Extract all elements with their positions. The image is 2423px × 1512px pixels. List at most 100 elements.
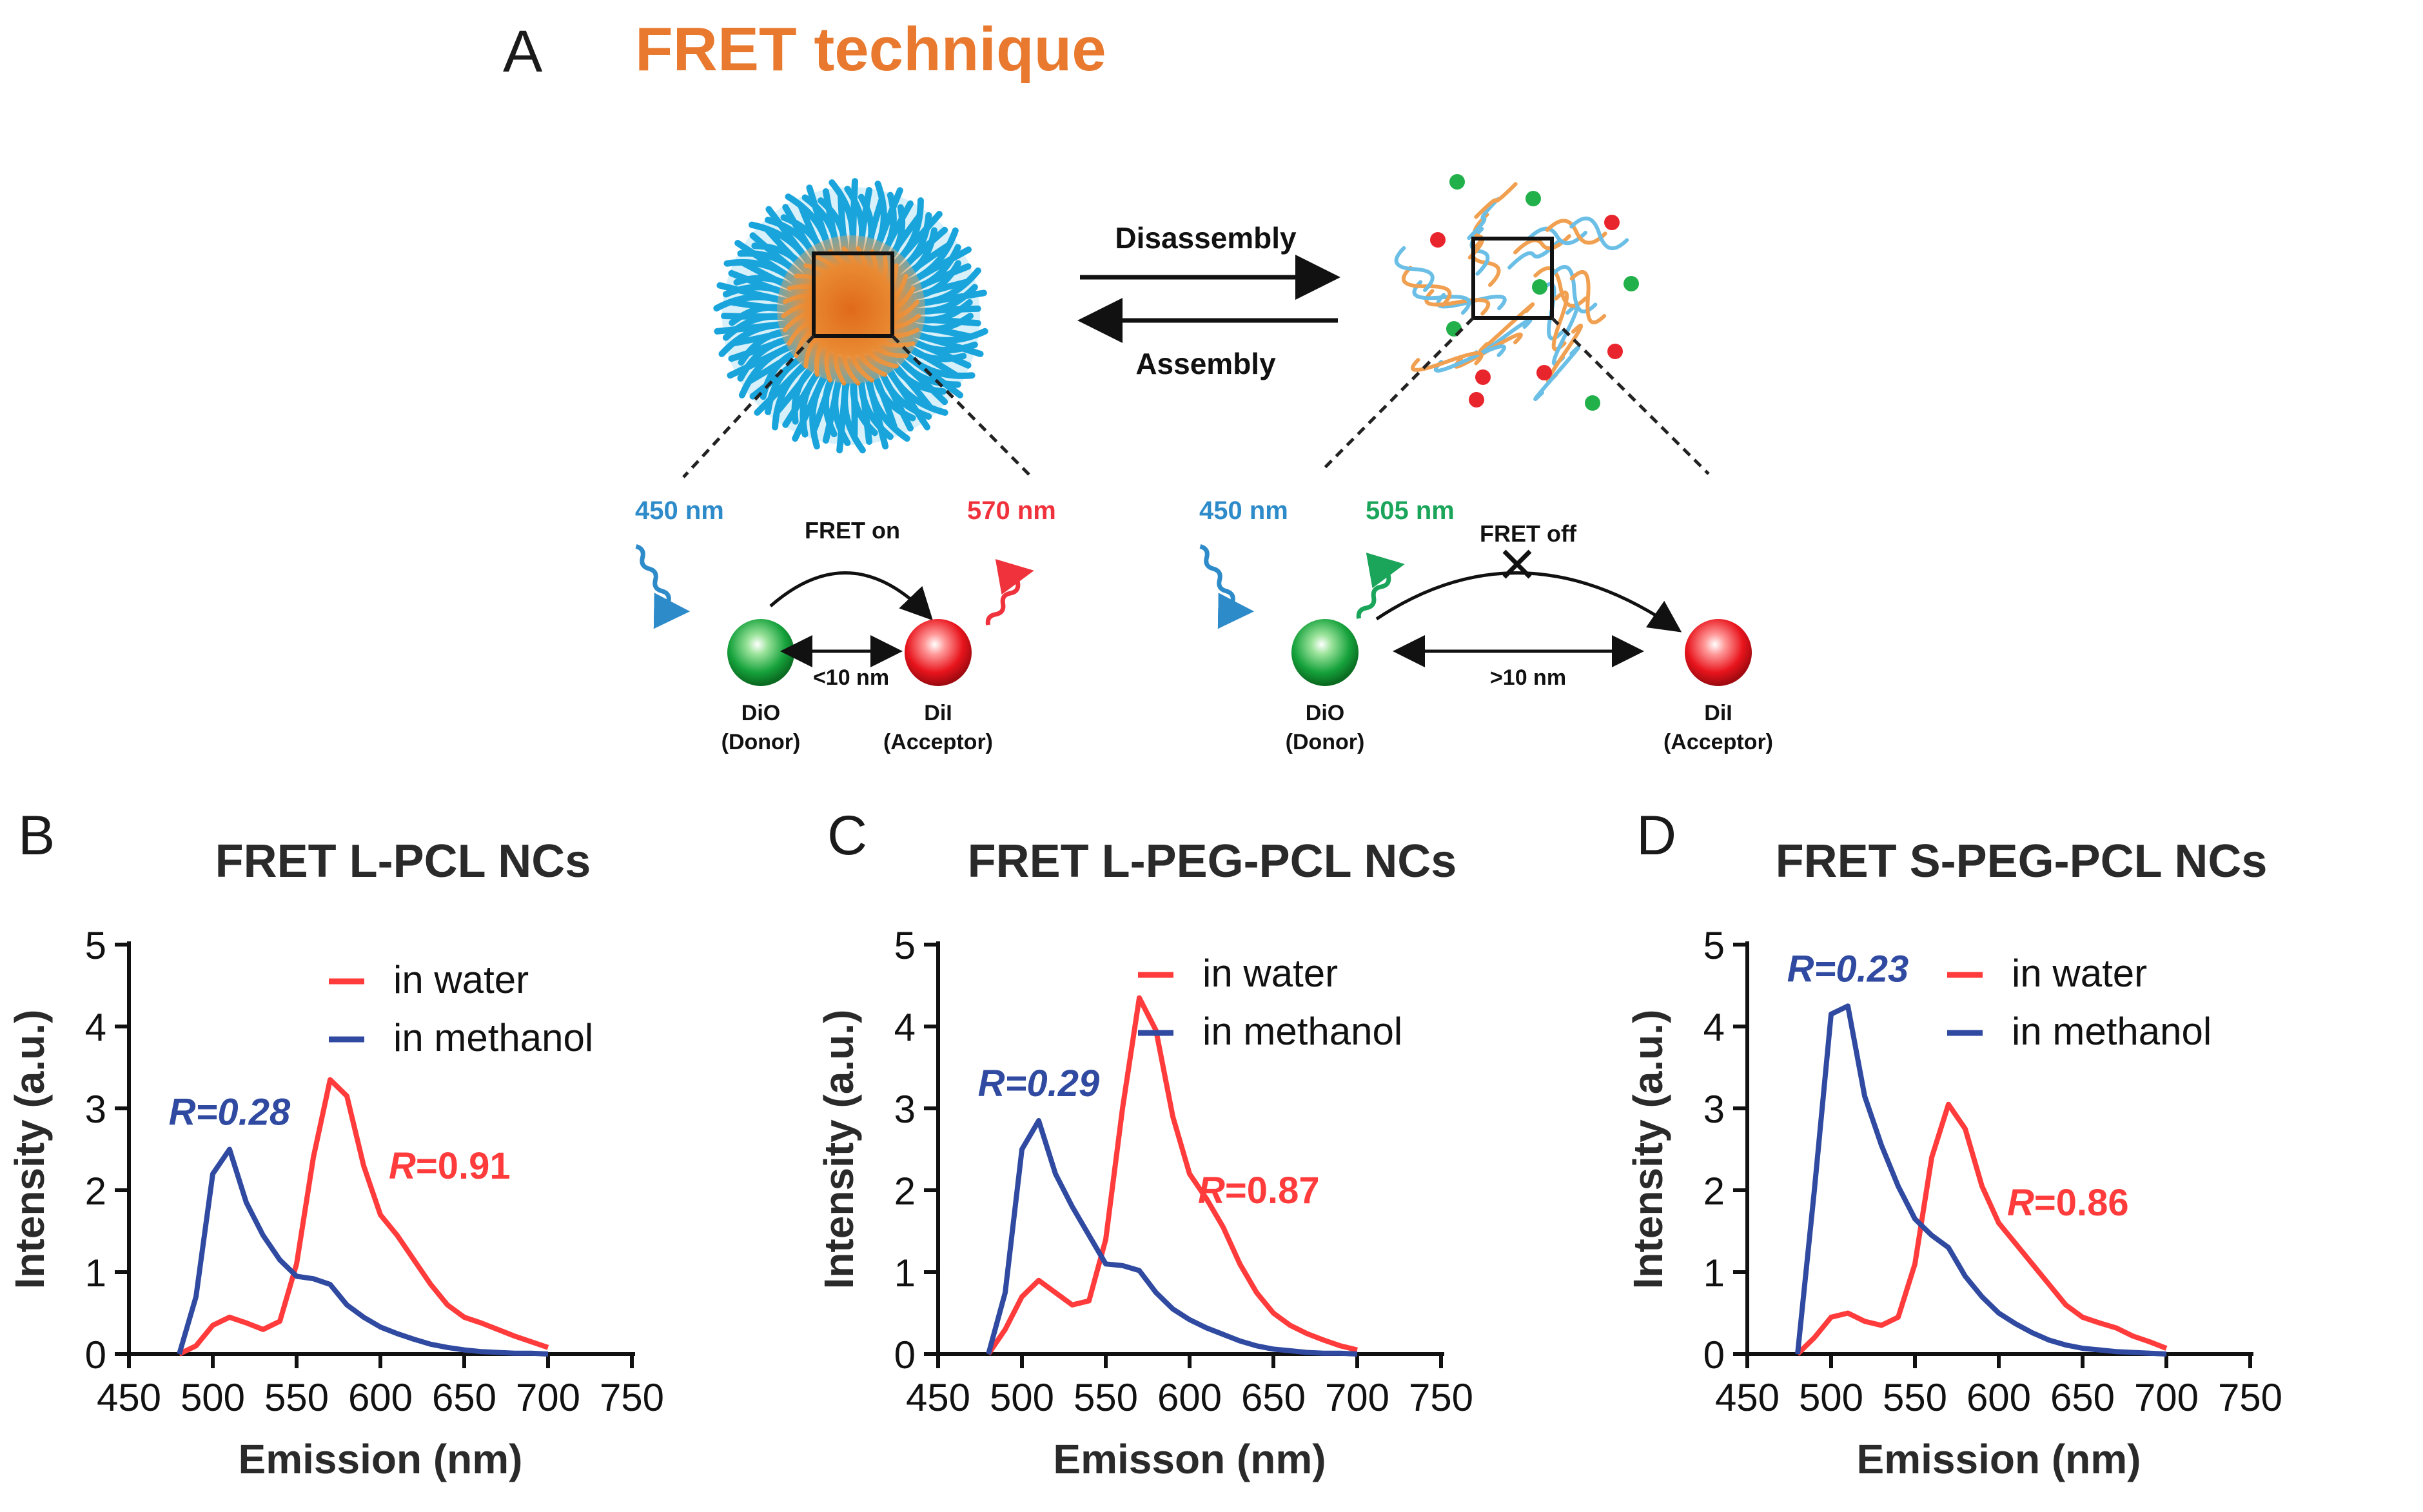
- methanol-ratio-label: R=0.28: [169, 1092, 291, 1134]
- zoom-box-right: [1471, 237, 1554, 320]
- y-tick-label: 2: [85, 1170, 106, 1213]
- panel-letter: C: [827, 805, 867, 867]
- series-line-methanol: [1795, 1003, 2167, 1357]
- x-tick-label: 600: [1967, 1376, 2031, 1419]
- x-tick-label: 450: [1715, 1376, 1780, 1419]
- left-donor-role: (Donor): [721, 730, 801, 754]
- y-tick-label: 0: [894, 1333, 916, 1377]
- y-axis-label: Intensity (a.u.): [816, 1010, 862, 1290]
- zoom-box-left: [812, 251, 894, 338]
- x-tick-label: 550: [1883, 1376, 1947, 1419]
- x-tick-label: 700: [516, 1376, 580, 1419]
- chart-title: FRET L-PEG-PCL NCs: [968, 836, 1457, 887]
- zoom-line: [891, 335, 1033, 478]
- right-acceptor-role: (Acceptor): [1663, 730, 1773, 754]
- water-ratio-label: R=0.87: [1198, 1170, 1320, 1212]
- left-excitation-wave: [635, 544, 691, 629]
- x-tick-label: 600: [1157, 1376, 1222, 1419]
- left-excitation-label: 450 nm: [635, 496, 724, 525]
- water-ratio-label: R=0.91: [389, 1145, 511, 1187]
- x-tick-label: 650: [1241, 1376, 1306, 1419]
- methanol-ratio-label: R=0.23: [1787, 948, 1909, 990]
- acceptor-sphere: [1685, 619, 1752, 686]
- zoom-line: [1320, 317, 1475, 472]
- legend-label: in methanol: [393, 1016, 593, 1059]
- water-ratio-label: R=0.86: [2007, 1182, 2129, 1224]
- fret-on-arrow: [769, 571, 933, 621]
- fret-blocked-x-icon: [1502, 549, 1532, 579]
- left-emission-label: 570 nm: [967, 496, 1056, 525]
- left-emission-wave: [985, 559, 1034, 625]
- fret-off-label: FRET off: [1480, 520, 1577, 547]
- y-axis-label: Intensity (a.u.): [1625, 1010, 1671, 1290]
- y-tick-label: 4: [1703, 1006, 1725, 1049]
- right-excitation-wave: [1199, 544, 1255, 629]
- x-tick-label: 750: [600, 1376, 664, 1419]
- x-tick-label: 500: [990, 1376, 1054, 1419]
- left-acceptor-role: (Acceptor): [883, 730, 993, 754]
- right-donor-role: (Donor): [1286, 730, 1365, 754]
- y-tick-label: 0: [85, 1333, 106, 1377]
- methanol-ratio-label: R=0.29: [978, 1063, 1100, 1105]
- series-line-water: [1796, 1101, 2168, 1356]
- chart-title: FRET L-PCL NCs: [215, 836, 591, 887]
- assembled-nanocarrier-image: [713, 178, 988, 454]
- chart-panel-d: D FRET S-PEG-PCL NCs 0 1 2 3 4 5 450 500 550 600 650…: [1625, 805, 2282, 1482]
- right-emission-wave: [1356, 553, 1405, 619]
- left-acceptor-name: DiI: [924, 701, 952, 725]
- x-tick-label: 650: [2050, 1376, 2115, 1419]
- right-acceptor-name: DiI: [1704, 701, 1732, 725]
- zoom-line: [682, 335, 815, 478]
- left-donor-name: DiO: [741, 701, 780, 725]
- x-tick-label: 550: [264, 1376, 329, 1419]
- donor-sphere: [727, 619, 794, 686]
- x-axis-label: Emisson (nm): [1053, 1436, 1326, 1482]
- chart-title: FRET S-PEG-PCL NCs: [1776, 836, 2268, 887]
- panel-letter: D: [1636, 805, 1676, 867]
- y-tick-label: 3: [894, 1088, 916, 1131]
- panel-letter: B: [18, 805, 55, 867]
- series-line-water: [986, 995, 1358, 1356]
- panel-a-letter: A: [503, 19, 543, 84]
- disassembly-label: Disassembly: [1115, 221, 1297, 255]
- y-tick-label: 1: [894, 1252, 916, 1295]
- series-line-methanol: [177, 1146, 549, 1357]
- series-line-water: [178, 1077, 549, 1357]
- x-tick-label: 650: [432, 1376, 496, 1419]
- y-tick-label: 1: [85, 1252, 106, 1295]
- y-tick-label: 2: [894, 1170, 916, 1213]
- right-excitation-label: 450 nm: [1199, 496, 1288, 525]
- y-tick-label: 5: [894, 924, 916, 967]
- x-tick-label: 450: [906, 1376, 970, 1419]
- x-axis-label: Emission (nm): [1857, 1436, 2141, 1482]
- y-tick-label: 0: [1703, 1333, 1725, 1377]
- y-tick-label: 2: [1703, 1170, 1725, 1213]
- zoom-line: [1551, 317, 1710, 475]
- y-tick-label: 5: [1703, 924, 1725, 967]
- y-tick-label: 4: [894, 1006, 916, 1049]
- donor-sphere: [1291, 619, 1359, 686]
- legend-label: in water: [2012, 952, 2147, 995]
- x-tick-label: 750: [2218, 1376, 2282, 1419]
- chart-panel-c: C FRET L-PEG-PCL NCs 0 1 2 3 4 5 450 500 550 600 650…: [816, 805, 1473, 1482]
- y-tick-label: 3: [1703, 1088, 1725, 1131]
- panel-a-title: FRET technique: [635, 15, 1106, 84]
- legend-label: in water: [1202, 952, 1338, 995]
- series-line-methanol: [986, 1118, 1358, 1357]
- fret-schematic: Disassembly Assembly 450 nm 570 nm FRET …: [635, 174, 1773, 754]
- left-distance-label: <10 nm: [813, 665, 889, 690]
- x-tick-label: 550: [1074, 1376, 1138, 1419]
- right-donor-name: DiO: [1306, 701, 1344, 725]
- y-tick-label: 3: [85, 1088, 106, 1131]
- fret-off-arrow: [1375, 571, 1682, 633]
- y-tick-label: 4: [85, 1006, 106, 1049]
- x-tick-label: 450: [97, 1376, 161, 1419]
- x-tick-label: 750: [1409, 1376, 1473, 1419]
- y-axis-label: Intensity (a.u.): [6, 1010, 53, 1290]
- x-tick-label: 500: [1799, 1376, 1863, 1419]
- legend-label: in water: [393, 958, 529, 1001]
- acceptor-sphere: [905, 619, 972, 686]
- x-tick-label: 600: [348, 1376, 413, 1419]
- x-tick-label: 700: [1325, 1376, 1389, 1419]
- y-tick-label: 5: [85, 924, 106, 967]
